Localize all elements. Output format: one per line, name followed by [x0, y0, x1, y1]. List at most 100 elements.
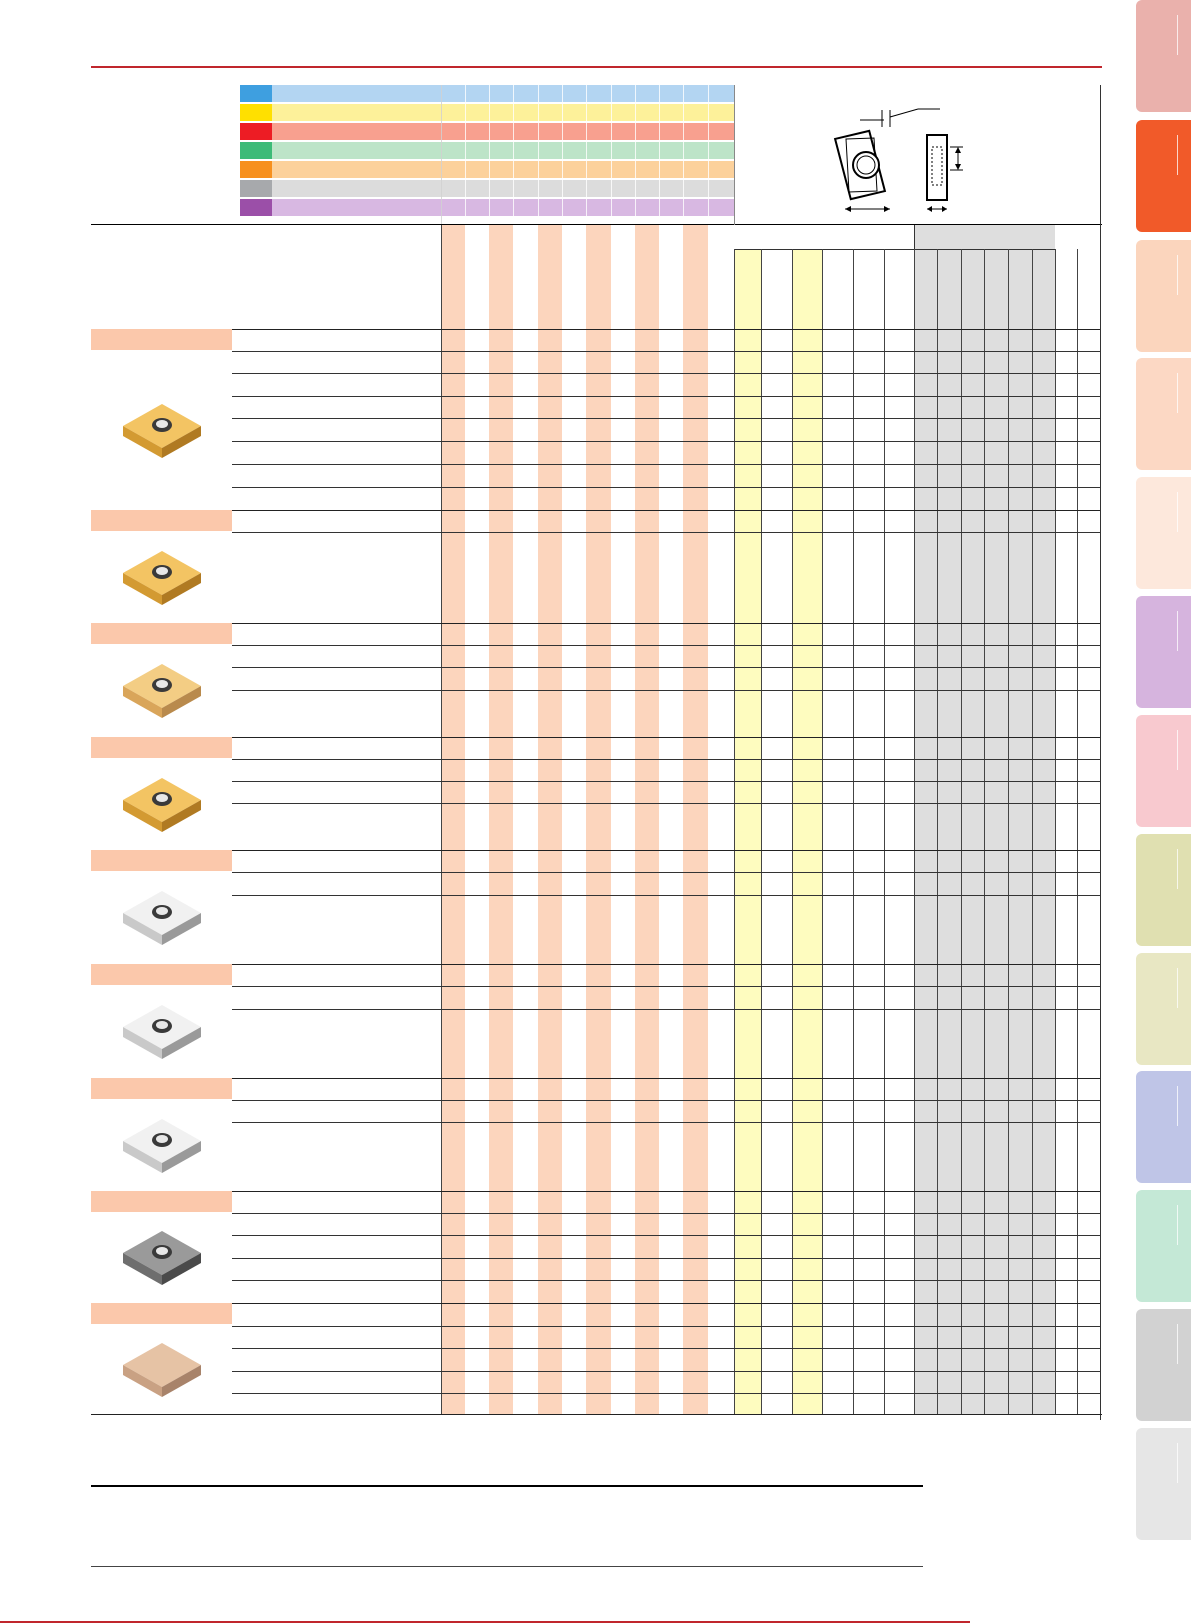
table-row-rule — [232, 1348, 1100, 1349]
material-swatch — [240, 104, 272, 121]
table-column-divider — [853, 249, 854, 1414]
section-tab[interactable] — [1136, 120, 1191, 232]
table-row-rule — [232, 1326, 1100, 1327]
table-row-rule — [232, 645, 1100, 646]
table-row-rule — [232, 803, 1100, 804]
table-bottom-rule — [91, 1414, 1102, 1415]
table-row-rule — [232, 1009, 1100, 1010]
material-band — [272, 104, 734, 121]
section-tab[interactable] — [1136, 953, 1191, 1065]
recommended-column — [734, 250, 761, 1414]
section-tab[interactable] — [1136, 358, 1191, 470]
section-tab[interactable] — [1136, 1071, 1191, 1183]
insert-group-header — [91, 1078, 232, 1099]
section-tab[interactable] — [1136, 1190, 1191, 1302]
grade-col-divider — [708, 85, 709, 225]
material-swatch — [240, 85, 272, 102]
table-row-rule — [232, 1393, 1100, 1394]
material-swatch — [240, 161, 272, 178]
section-tab-mark — [1177, 15, 1178, 55]
material-band — [272, 123, 734, 140]
insert-photo-icon — [123, 891, 201, 945]
section-tab-mark — [1177, 135, 1178, 175]
table-row-rule — [232, 1235, 1100, 1236]
section-tab[interactable] — [1136, 477, 1191, 589]
insert-group-header — [91, 850, 232, 871]
insert-group-header — [91, 737, 232, 758]
table-column-divider — [822, 249, 823, 1414]
group-rule — [232, 1078, 1100, 1079]
table-column-divider — [792, 249, 793, 1414]
insert-group-header — [91, 329, 232, 350]
grade-col-divider — [513, 85, 514, 225]
subheader-rule — [734, 249, 1055, 250]
grade-col-divider — [611, 85, 612, 225]
material-band — [272, 142, 734, 159]
group-rule — [232, 964, 1100, 965]
footer-rule — [0, 1621, 970, 1623]
insert-group-header — [91, 1303, 232, 1324]
table-row-rule — [232, 441, 1100, 442]
grade-col-divider — [683, 85, 684, 225]
grade-column-stripe — [635, 225, 659, 1414]
insert-photo-icon — [123, 664, 201, 718]
material-band — [272, 161, 734, 178]
table-column-divider — [961, 249, 962, 1414]
grade-col-divider — [465, 85, 466, 225]
material-band — [272, 180, 734, 197]
material-swatch — [240, 142, 272, 159]
table-row-rule — [232, 895, 1100, 896]
recommended-column — [792, 250, 822, 1414]
table-row-rule — [232, 351, 1100, 352]
section-tab-mark — [1177, 492, 1178, 532]
table-row-rule — [232, 418, 1100, 419]
section-tab[interactable] — [1136, 715, 1191, 827]
grade-col-divider — [586, 85, 587, 225]
section-tab[interactable] — [1136, 0, 1191, 112]
grade-column-stripe — [538, 225, 562, 1414]
insert-group-header — [91, 623, 232, 644]
grade-col-divider — [538, 85, 539, 225]
section-tab[interactable] — [1136, 596, 1191, 708]
section-tab[interactable] — [1136, 834, 1191, 946]
table-row-rule — [232, 986, 1100, 987]
table-row-rule — [232, 1122, 1100, 1123]
table-row-rule — [232, 1258, 1100, 1259]
section-tab[interactable] — [1136, 1309, 1191, 1421]
table-row-rule — [232, 1100, 1100, 1101]
table-row-rule — [232, 759, 1100, 760]
insert-photo-icon — [123, 1231, 201, 1285]
table-column-divider — [1032, 249, 1033, 1414]
insert-photo-icon — [123, 1119, 201, 1173]
section-tab-mark — [1177, 611, 1178, 651]
material-band — [272, 199, 734, 216]
group-rule — [232, 510, 1100, 511]
section-tab-mark — [1177, 849, 1178, 889]
insert-group-header — [91, 510, 232, 531]
group-rule — [232, 329, 1100, 330]
notes-bottom-rule — [91, 1566, 923, 1567]
table-column-divider — [761, 249, 762, 1414]
section-tab-mark — [1177, 730, 1178, 770]
notes-top-rule — [91, 1485, 923, 1487]
section-tab-mark — [1177, 255, 1178, 295]
insert-photo-icon — [123, 404, 201, 458]
table-row-rule — [232, 781, 1100, 782]
section-tab[interactable] — [1136, 1428, 1191, 1540]
table-row-rule — [232, 487, 1100, 488]
grade-column-stripe — [441, 225, 465, 1414]
table-column-divider — [441, 225, 442, 1414]
insert-photo-icon — [123, 778, 201, 832]
section-tab-mark — [1177, 1443, 1178, 1483]
table-column-divider — [1008, 249, 1009, 1414]
table-row-rule — [232, 1371, 1100, 1372]
diagram-frame-right — [1100, 85, 1101, 1420]
section-tab-mark — [1177, 1324, 1178, 1364]
insert-dimension-diagram-icon — [833, 108, 963, 212]
table-column-divider — [1055, 249, 1056, 1414]
header-rule — [91, 66, 1102, 68]
grade-col-divider — [659, 85, 660, 225]
table-row-rule — [232, 690, 1100, 691]
table-row-rule — [232, 1213, 1100, 1214]
section-tab[interactable] — [1136, 240, 1191, 352]
